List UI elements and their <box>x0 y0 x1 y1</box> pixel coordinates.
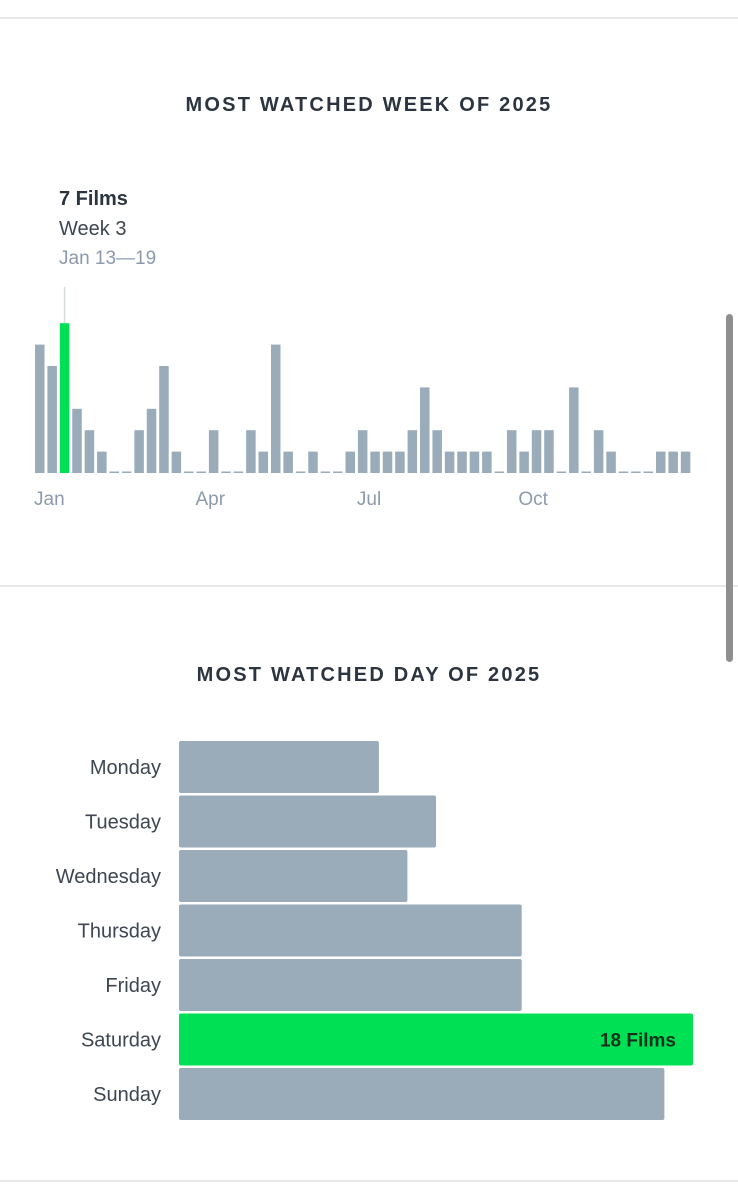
week-bar-5[interactable] <box>84 430 95 473</box>
day-bar-sunday[interactable] <box>179 1068 665 1120</box>
week-bar-52[interactable] <box>668 451 678 473</box>
week-bar-35[interactable] <box>457 451 467 473</box>
month-label-oct: Oct <box>518 489 548 510</box>
week-bar-6[interactable] <box>97 451 107 473</box>
week-bar-47[interactable] <box>606 451 616 473</box>
tooltip-week-number: Week 3 <box>59 218 127 240</box>
day-section-title: MOST WATCHED DAY OF 2025 <box>196 664 542 686</box>
week-bar-40[interactable] <box>519 451 529 473</box>
week-bar-38[interactable] <box>494 471 505 474</box>
week-bar-16[interactable] <box>221 471 231 474</box>
week-bar-28[interactable] <box>370 451 380 473</box>
week-bar-39[interactable] <box>506 430 517 473</box>
week-bar-10[interactable] <box>146 408 157 473</box>
week-bar-3[interactable] <box>59 323 70 473</box>
day-bar-friday[interactable] <box>179 959 522 1011</box>
day-bar-monday[interactable] <box>179 741 379 793</box>
week-bar-7[interactable] <box>109 471 120 474</box>
week-bar-33[interactable] <box>432 430 442 473</box>
week-bar-15[interactable] <box>208 430 219 473</box>
week-bar-46[interactable] <box>593 430 604 473</box>
week-bar-22[interactable] <box>295 471 306 474</box>
week-bar-2[interactable] <box>47 366 57 473</box>
week-bar-12[interactable] <box>171 451 182 473</box>
month-label-jul: Jul <box>357 489 381 510</box>
week-bar-8[interactable] <box>121 471 132 474</box>
week-bar-34[interactable] <box>444 451 455 473</box>
day-bar-tuesday[interactable] <box>179 795 436 848</box>
day-bar-saturday[interactable] <box>179 1013 693 1066</box>
bottom-divider <box>0 1180 738 1182</box>
week-bar-53[interactable] <box>680 451 691 473</box>
week-bar-41[interactable] <box>531 430 542 473</box>
week-bar-45[interactable] <box>581 471 591 474</box>
day-label-friday: Friday <box>105 975 161 997</box>
week-bar-9[interactable] <box>134 430 144 473</box>
day-label-saturday: Saturday <box>81 1030 161 1052</box>
section-divider <box>0 585 738 587</box>
day-label-tuesday: Tuesday <box>85 812 161 834</box>
week-bar-21[interactable] <box>283 451 293 473</box>
page-scrollbar[interactable] <box>726 314 733 662</box>
week-bar-42[interactable] <box>544 430 554 473</box>
week-bar-49[interactable] <box>631 471 641 474</box>
week-bar-29[interactable] <box>382 451 393 473</box>
week-bar-4[interactable] <box>72 408 82 473</box>
week-bar-1[interactable] <box>35 344 45 473</box>
tooltip-date-range: Jan 13—19 <box>59 248 157 269</box>
month-label-jan: Jan <box>34 489 65 510</box>
week-bar-43[interactable] <box>556 471 567 474</box>
week-bar-25[interactable] <box>333 471 343 474</box>
week-bar-24[interactable] <box>320 471 331 474</box>
daily-bar-chart: Monday Tuesday Wednesday Thursday Friday Satu… <box>56 741 693 1120</box>
week-bar-18[interactable] <box>246 430 256 473</box>
week-bar-20[interactable] <box>270 344 281 473</box>
top-divider <box>0 17 738 19</box>
tooltip-film-count: 7 Films <box>59 188 128 210</box>
week-bar-26[interactable] <box>345 451 356 473</box>
week-bar-13[interactable] <box>184 471 194 474</box>
week-bar-30[interactable] <box>395 451 405 473</box>
day-label-sunday: Sunday <box>93 1084 161 1106</box>
week-section-title: MOST WATCHED WEEK OF 2025 <box>185 94 553 116</box>
week-bar-31[interactable] <box>407 430 418 473</box>
weekly-bar-chart: Jan Apr Jul Oct <box>34 287 691 510</box>
week-tooltip: 7 Films Week 3 Jan 13—19 <box>59 184 156 274</box>
week-bar-36[interactable] <box>469 451 480 473</box>
week-bar-23[interactable] <box>308 451 318 473</box>
week-bar-14[interactable] <box>196 471 206 474</box>
week-bar-11[interactable] <box>159 366 169 473</box>
day-bar-thursday[interactable] <box>179 904 522 957</box>
month-label-apr: Apr <box>196 489 226 510</box>
day-label-wednesday: Wednesday <box>56 866 161 888</box>
week-bar-50[interactable] <box>643 471 654 474</box>
week-bar-27[interactable] <box>357 430 368 473</box>
day-label-monday: Monday <box>90 757 161 779</box>
week-bar-48[interactable] <box>618 471 629 474</box>
day-bar-wednesday[interactable] <box>179 850 408 902</box>
week-bar-51[interactable] <box>656 451 666 473</box>
week-bar-37[interactable] <box>482 451 492 473</box>
week-bar-17[interactable] <box>233 471 244 474</box>
week-bar-32[interactable] <box>420 387 430 473</box>
day-label-thursday: Thursday <box>78 921 161 943</box>
week-bar-19[interactable] <box>258 451 269 473</box>
week-bar-44[interactable] <box>569 387 579 473</box>
highlight-bar-value: 18 Films <box>600 1031 676 1052</box>
